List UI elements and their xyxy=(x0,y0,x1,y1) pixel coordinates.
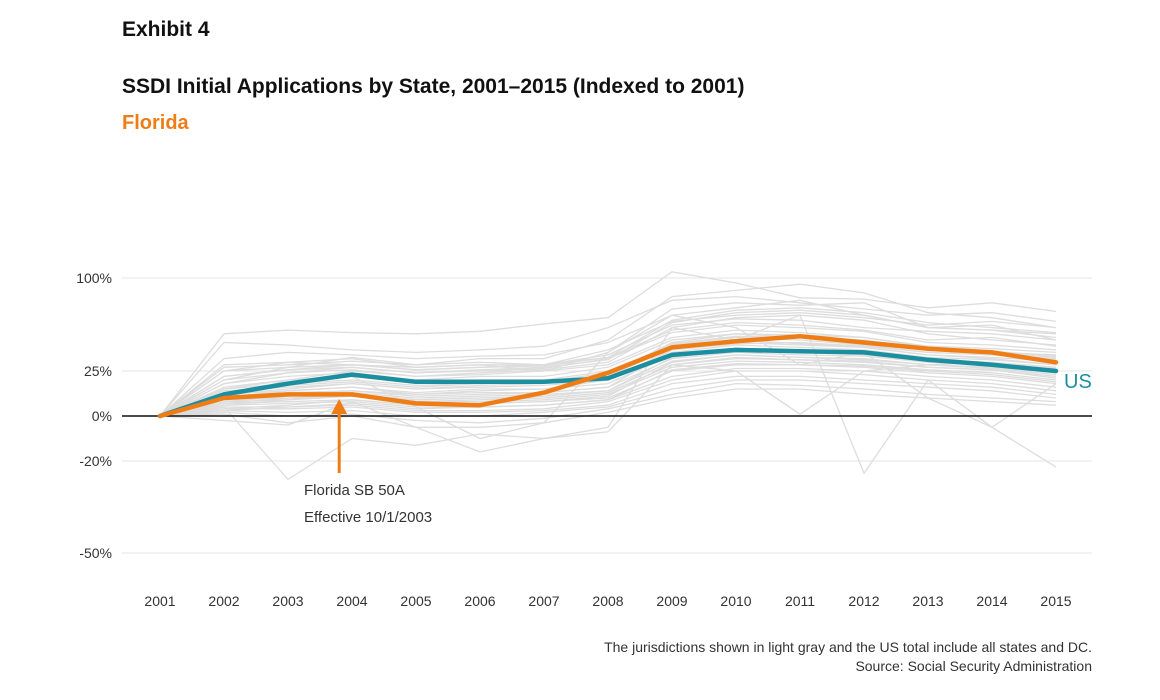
state-series-line xyxy=(159,357,1057,417)
highlight-lines: US xyxy=(157,334,1092,419)
state-series-line xyxy=(159,314,1057,417)
state-series-line xyxy=(159,324,1057,417)
exhibit-label: Exhibit 4 xyxy=(122,18,210,41)
x-tick-label: 2006 xyxy=(464,593,495,609)
state-series-line xyxy=(159,379,1057,417)
state-series-line xyxy=(159,307,1057,417)
x-tick-label: 2014 xyxy=(976,593,1007,609)
chart-title: SSDI Initial Applications by State, 2001… xyxy=(122,75,745,98)
x-tick-label: 2002 xyxy=(208,593,239,609)
state-series-line xyxy=(159,309,1057,417)
x-tick-label: 2012 xyxy=(848,593,879,609)
footnote-line-2: Source: Social Security Administration xyxy=(855,658,1092,674)
legislation-annotation: Florida SB 50A Effective 10/1/2003 xyxy=(304,399,432,526)
footnote: The jurisdictions shown in light gray an… xyxy=(604,638,1092,676)
y-tick-label: 25% xyxy=(84,363,112,379)
us-series-label: US xyxy=(1064,371,1092,393)
x-tick-label: 2010 xyxy=(720,593,751,609)
state-series-line xyxy=(159,388,1057,428)
x-tick-label: 2007 xyxy=(528,593,559,609)
state-series-line xyxy=(159,354,1057,417)
state-series-line xyxy=(159,271,1057,417)
x-tick-label: 2015 xyxy=(1040,593,1071,609)
state-series-line xyxy=(159,283,1057,417)
y-tick-label: -20% xyxy=(79,453,112,469)
y-tick-label: -50% xyxy=(79,545,112,561)
annotation-line-1: Florida SB 50A xyxy=(304,482,405,499)
y-tick-label: 100% xyxy=(76,270,112,286)
state-series-line xyxy=(159,362,1057,417)
x-tick-label: 2005 xyxy=(400,593,431,609)
x-axis-labels: 2001 2002 2003 2004 2005 2006 2007 2008 2009 2010… xyxy=(144,593,1071,609)
x-tick-label: 2008 xyxy=(592,593,623,609)
chart-subtitle: Florida xyxy=(122,112,189,134)
footnote-line-1: The jurisdictions shown in light gray an… xyxy=(604,639,1092,655)
state-series-line xyxy=(159,364,1057,417)
x-tick-label: 2011 xyxy=(785,593,815,609)
state-series-line xyxy=(159,295,1057,417)
x-tick-label: 2013 xyxy=(912,593,943,609)
x-tick-label: 2003 xyxy=(272,593,303,609)
state-series-line xyxy=(159,314,1057,481)
state-lines xyxy=(159,271,1057,481)
x-tick-label: 2009 xyxy=(656,593,687,609)
annotation-arrow-head xyxy=(331,399,348,414)
y-tick-label: 0% xyxy=(92,408,112,424)
state-series-line xyxy=(159,329,1057,417)
x-tick-label: 2001 xyxy=(144,593,175,609)
y-axis-labels: 100% 25% 0% -20% -50% xyxy=(76,270,112,561)
x-tick-label: 2004 xyxy=(336,593,367,609)
state-series-line xyxy=(159,361,1057,453)
florida-series-line xyxy=(157,334,1059,419)
annotation-line-2: Effective 10/1/2003 xyxy=(304,509,432,526)
us-series-line xyxy=(157,347,1059,419)
